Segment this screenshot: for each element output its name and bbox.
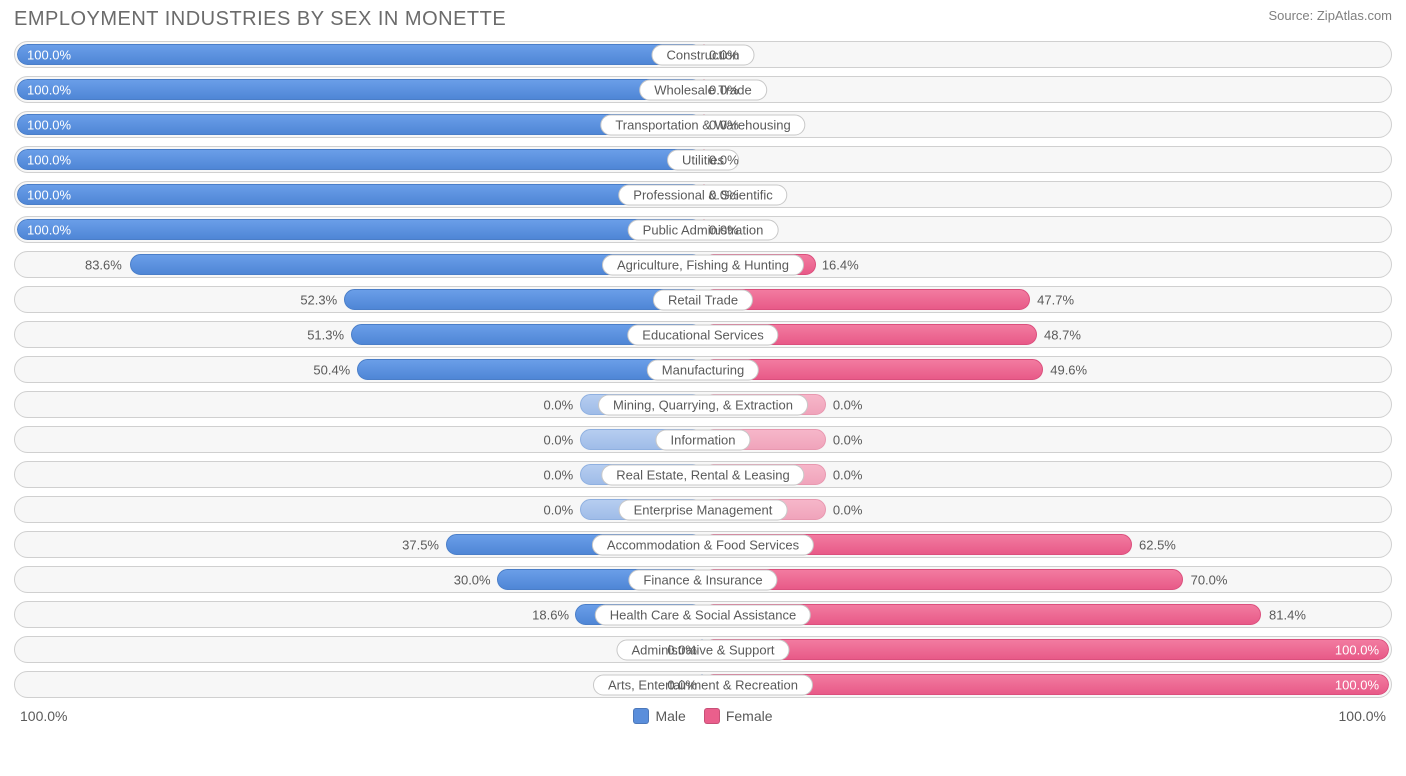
- bar-row: Enterprise Management 0.0% 0.0%: [14, 496, 1392, 523]
- male-bar: [344, 289, 703, 310]
- category-label: Educational Services: [627, 324, 778, 345]
- legend-item-male: Male: [633, 708, 685, 724]
- male-value-label: 0.0%: [667, 677, 697, 692]
- female-value-label: 47.7%: [1037, 292, 1074, 307]
- male-value-label: 30.0%: [454, 572, 491, 587]
- female-value-label: 62.5%: [1139, 537, 1176, 552]
- male-value-label: 0.0%: [544, 432, 574, 447]
- category-label: Health Care & Social Assistance: [595, 604, 811, 625]
- bar-row: Professional & Scientific 100.0% 0.0%: [14, 181, 1392, 208]
- female-value-label: 49.6%: [1050, 362, 1087, 377]
- diverging-bar-chart: Construction100.0%0.0%Wholesale Trade100…: [14, 41, 1392, 698]
- category-label: Retail Trade: [653, 289, 753, 310]
- category-label: Enterprise Management: [619, 499, 788, 520]
- female-value-label: 0.0%: [709, 152, 739, 167]
- category-label: Information: [655, 429, 750, 450]
- chart-source: Source: ZipAtlas.com: [1268, 8, 1392, 23]
- female-value-label: 0.0%: [709, 47, 739, 62]
- bar-row: Construction 100.0% 0.0%: [14, 41, 1392, 68]
- male-swatch: [633, 708, 649, 724]
- axis-right-label: 100.0%: [1339, 708, 1386, 724]
- male-value-label: 50.4%: [313, 362, 350, 377]
- male-bar: [17, 219, 703, 240]
- female-value-label: 0.0%: [833, 502, 863, 517]
- female-value-label: 0.0%: [833, 432, 863, 447]
- category-label: Finance & Insurance: [628, 569, 777, 590]
- bar-row: Transportation & Warehousing 100.0% 0.0%: [14, 111, 1392, 138]
- male-value-label: 37.5%: [402, 537, 439, 552]
- category-label: Construction: [652, 44, 755, 65]
- female-value-label: 81.4%: [1269, 607, 1306, 622]
- female-value-label: 0.0%: [709, 82, 739, 97]
- chart-header: EMPLOYMENT INDUSTRIES BY SEX IN MONETTE …: [14, 8, 1392, 31]
- bar-row: Agriculture, Fishing & Hunting 83.6% 16.4%: [14, 251, 1392, 278]
- male-value-label: 83.6%: [85, 257, 122, 272]
- male-bar: [17, 184, 703, 205]
- category-label: Public Administration: [628, 219, 779, 240]
- female-value-label: 48.7%: [1044, 327, 1081, 342]
- bar-row: Retail Trade 52.3% 47.7%: [14, 286, 1392, 313]
- bar-row: Manufacturing 50.4% 49.6%: [14, 356, 1392, 383]
- bar-row: Utilities100.0%0.0%: [14, 146, 1392, 173]
- bar-row: Wholesale Trade 100.0% 0.0%: [14, 76, 1392, 103]
- category-label: Agriculture, Fishing & Hunting: [602, 254, 804, 275]
- male-value-label: 0.0%: [544, 397, 574, 412]
- female-value-label: 16.4%: [822, 257, 859, 272]
- male-bar: [17, 79, 703, 100]
- male-bar: [17, 149, 703, 170]
- category-label: Mining, Quarrying, & Extraction: [598, 394, 808, 415]
- male-value-label: 100.0%: [27, 47, 71, 62]
- female-swatch: [704, 708, 720, 724]
- legend-item-female: Female: [704, 708, 773, 724]
- bar-row: Accommodation & Food Services 37.5% 62.5%: [14, 531, 1392, 558]
- female-value-label: 0.0%: [709, 117, 739, 132]
- female-value-label: 0.0%: [709, 187, 739, 202]
- bar-row: Finance & Insurance 30.0% 70.0%: [14, 566, 1392, 593]
- male-value-label: 100.0%: [27, 187, 71, 202]
- legend-female-label: Female: [726, 708, 773, 724]
- female-value-label: 100.0%: [1335, 642, 1379, 657]
- bar-row: Real Estate, Rental & Leasing 0.0% 0.0%: [14, 461, 1392, 488]
- legend-male-label: Male: [655, 708, 685, 724]
- category-label: Professional & Scientific: [618, 184, 787, 205]
- male-value-label: 51.3%: [307, 327, 344, 342]
- male-value-label: 100.0%: [27, 117, 71, 132]
- category-label: Wholesale Trade: [639, 79, 767, 100]
- female-bar: [703, 639, 1389, 660]
- category-label: Real Estate, Rental & Leasing: [601, 464, 804, 485]
- male-value-label: 0.0%: [667, 642, 697, 657]
- category-label: Transportation & Warehousing: [600, 114, 805, 135]
- male-value-label: 52.3%: [300, 292, 337, 307]
- bar-row: Educational Services 51.3% 48.7%: [14, 321, 1392, 348]
- bar-row: Arts, Entertainment & Recreation0.0% 100.…: [14, 671, 1392, 698]
- male-value-label: 18.6%: [532, 607, 569, 622]
- male-bar: [17, 44, 703, 65]
- bar-row: Health Care & Social Assistance 18.6% 81.4…: [14, 601, 1392, 628]
- male-value-label: 100.0%: [27, 152, 71, 167]
- bar-row: Public Administration 100.0% 0.0%: [14, 216, 1392, 243]
- male-value-label: 0.0%: [544, 502, 574, 517]
- female-value-label: 0.0%: [709, 222, 739, 237]
- bar-row: Administrative & Support0.0% 100.0%: [14, 636, 1392, 663]
- male-value-label: 100.0%: [27, 82, 71, 97]
- axis-left-label: 100.0%: [20, 708, 67, 724]
- female-value-label: 0.0%: [833, 467, 863, 482]
- category-label: Accommodation & Food Services: [592, 534, 814, 555]
- chart-title: EMPLOYMENT INDUSTRIES BY SEX IN MONETTE: [14, 8, 506, 31]
- category-label: Manufacturing: [647, 359, 759, 380]
- female-value-label: 0.0%: [833, 397, 863, 412]
- bar-row: Information 0.0% 0.0%: [14, 426, 1392, 453]
- female-value-label: 70.0%: [1191, 572, 1228, 587]
- male-value-label: 0.0%: [544, 467, 574, 482]
- male-value-label: 100.0%: [27, 222, 71, 237]
- chart-footer: 100.0% Male Female 100.0%: [14, 706, 1392, 724]
- category-label: Arts, Entertainment & Recreation: [593, 674, 813, 695]
- legend: Male Female: [633, 708, 772, 724]
- category-label: Administrative & Support: [616, 639, 789, 660]
- bar-row: Mining, Quarrying, & Extraction 0.0% 0.0%: [14, 391, 1392, 418]
- female-value-label: 100.0%: [1335, 677, 1379, 692]
